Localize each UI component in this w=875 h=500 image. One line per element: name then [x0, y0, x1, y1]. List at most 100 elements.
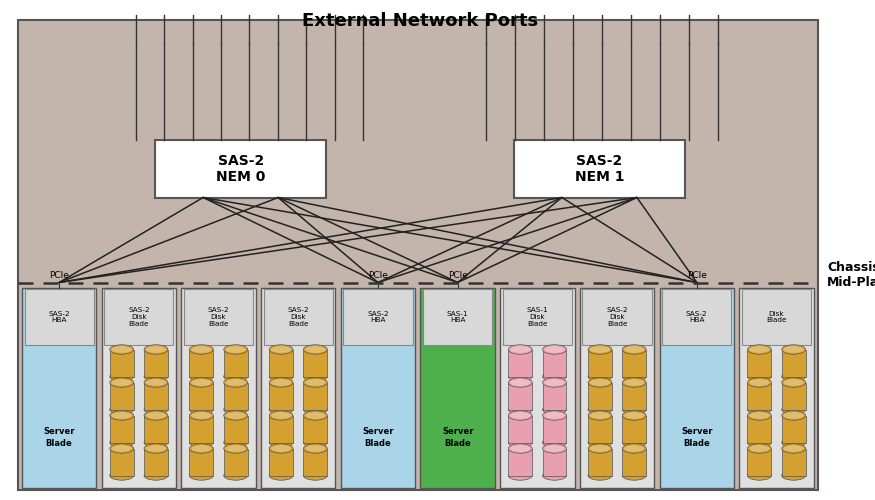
- Bar: [542, 416, 566, 442]
- Bar: [781, 382, 806, 409]
- Ellipse shape: [190, 405, 214, 414]
- Ellipse shape: [304, 438, 327, 447]
- Ellipse shape: [270, 471, 293, 480]
- Ellipse shape: [544, 379, 564, 386]
- Bar: [224, 416, 248, 442]
- Ellipse shape: [508, 438, 532, 447]
- Ellipse shape: [749, 412, 769, 419]
- Bar: [542, 382, 566, 409]
- Ellipse shape: [622, 372, 646, 381]
- Text: SAS-2
Disk
Blade: SAS-2 Disk Blade: [128, 307, 150, 327]
- Ellipse shape: [146, 379, 166, 386]
- Ellipse shape: [270, 405, 293, 414]
- Ellipse shape: [510, 412, 530, 419]
- Text: SAS-1
HBA: SAS-1 HBA: [447, 310, 468, 324]
- Ellipse shape: [144, 444, 168, 453]
- Bar: [514, 140, 685, 198]
- Ellipse shape: [747, 471, 771, 480]
- Ellipse shape: [542, 378, 566, 387]
- Ellipse shape: [224, 372, 248, 381]
- Ellipse shape: [224, 411, 248, 420]
- Ellipse shape: [270, 438, 293, 447]
- Ellipse shape: [109, 372, 134, 381]
- Bar: [104, 289, 173, 345]
- Ellipse shape: [542, 345, 566, 354]
- Ellipse shape: [146, 412, 166, 419]
- Ellipse shape: [226, 346, 246, 353]
- Ellipse shape: [542, 405, 566, 414]
- Ellipse shape: [226, 412, 246, 419]
- Bar: [22, 288, 96, 488]
- Text: Server
Blade: Server Blade: [44, 428, 75, 448]
- Text: SAS-2
HBA: SAS-2 HBA: [48, 310, 70, 324]
- Ellipse shape: [542, 438, 566, 447]
- Ellipse shape: [624, 379, 644, 386]
- Bar: [109, 448, 134, 475]
- Text: PCIe: PCIe: [49, 271, 69, 280]
- Ellipse shape: [304, 444, 327, 453]
- Ellipse shape: [588, 372, 612, 381]
- Ellipse shape: [271, 379, 291, 386]
- Ellipse shape: [224, 471, 248, 480]
- Bar: [190, 448, 214, 475]
- Ellipse shape: [622, 378, 646, 387]
- Ellipse shape: [747, 444, 771, 453]
- Bar: [588, 382, 612, 409]
- Ellipse shape: [510, 379, 530, 386]
- Text: SAS-2
NEM 0: SAS-2 NEM 0: [216, 154, 265, 184]
- Bar: [304, 416, 327, 442]
- Ellipse shape: [192, 412, 212, 419]
- Ellipse shape: [305, 379, 326, 386]
- Ellipse shape: [109, 405, 134, 414]
- Ellipse shape: [270, 411, 293, 420]
- Ellipse shape: [747, 411, 771, 420]
- Ellipse shape: [783, 412, 804, 419]
- Ellipse shape: [144, 378, 168, 387]
- Ellipse shape: [622, 411, 646, 420]
- Ellipse shape: [304, 411, 327, 420]
- Ellipse shape: [192, 346, 212, 353]
- Ellipse shape: [271, 412, 291, 419]
- Bar: [304, 448, 327, 475]
- Ellipse shape: [190, 471, 214, 480]
- Ellipse shape: [588, 378, 612, 387]
- Ellipse shape: [192, 445, 212, 452]
- Ellipse shape: [304, 471, 327, 480]
- Ellipse shape: [144, 405, 168, 414]
- Bar: [224, 350, 248, 376]
- Ellipse shape: [112, 379, 132, 386]
- Ellipse shape: [305, 445, 326, 452]
- Ellipse shape: [622, 471, 646, 480]
- Ellipse shape: [109, 378, 134, 387]
- Ellipse shape: [508, 405, 532, 414]
- Bar: [580, 288, 654, 488]
- Ellipse shape: [622, 345, 646, 354]
- Ellipse shape: [622, 444, 646, 453]
- Ellipse shape: [192, 379, 212, 386]
- Bar: [184, 289, 253, 345]
- Ellipse shape: [747, 345, 771, 354]
- Bar: [181, 288, 256, 488]
- Bar: [588, 416, 612, 442]
- Bar: [109, 350, 134, 376]
- Text: Chassis
Mid-Plane: Chassis Mid-Plane: [827, 261, 875, 289]
- Ellipse shape: [304, 405, 327, 414]
- Bar: [224, 448, 248, 475]
- Bar: [622, 382, 646, 409]
- Bar: [662, 289, 732, 345]
- Bar: [781, 350, 806, 376]
- Ellipse shape: [304, 345, 327, 354]
- Ellipse shape: [271, 346, 291, 353]
- Bar: [144, 448, 168, 475]
- Ellipse shape: [588, 444, 612, 453]
- Ellipse shape: [544, 445, 564, 452]
- Ellipse shape: [622, 438, 646, 447]
- Ellipse shape: [270, 372, 293, 381]
- Ellipse shape: [588, 411, 612, 420]
- Text: External Network Ports: External Network Ports: [302, 12, 538, 30]
- Text: SAS-2
Disk
Blade: SAS-2 Disk Blade: [287, 307, 309, 327]
- Bar: [224, 382, 248, 409]
- Bar: [588, 448, 612, 475]
- Bar: [503, 289, 572, 345]
- Text: PCIe: PCIe: [448, 271, 467, 280]
